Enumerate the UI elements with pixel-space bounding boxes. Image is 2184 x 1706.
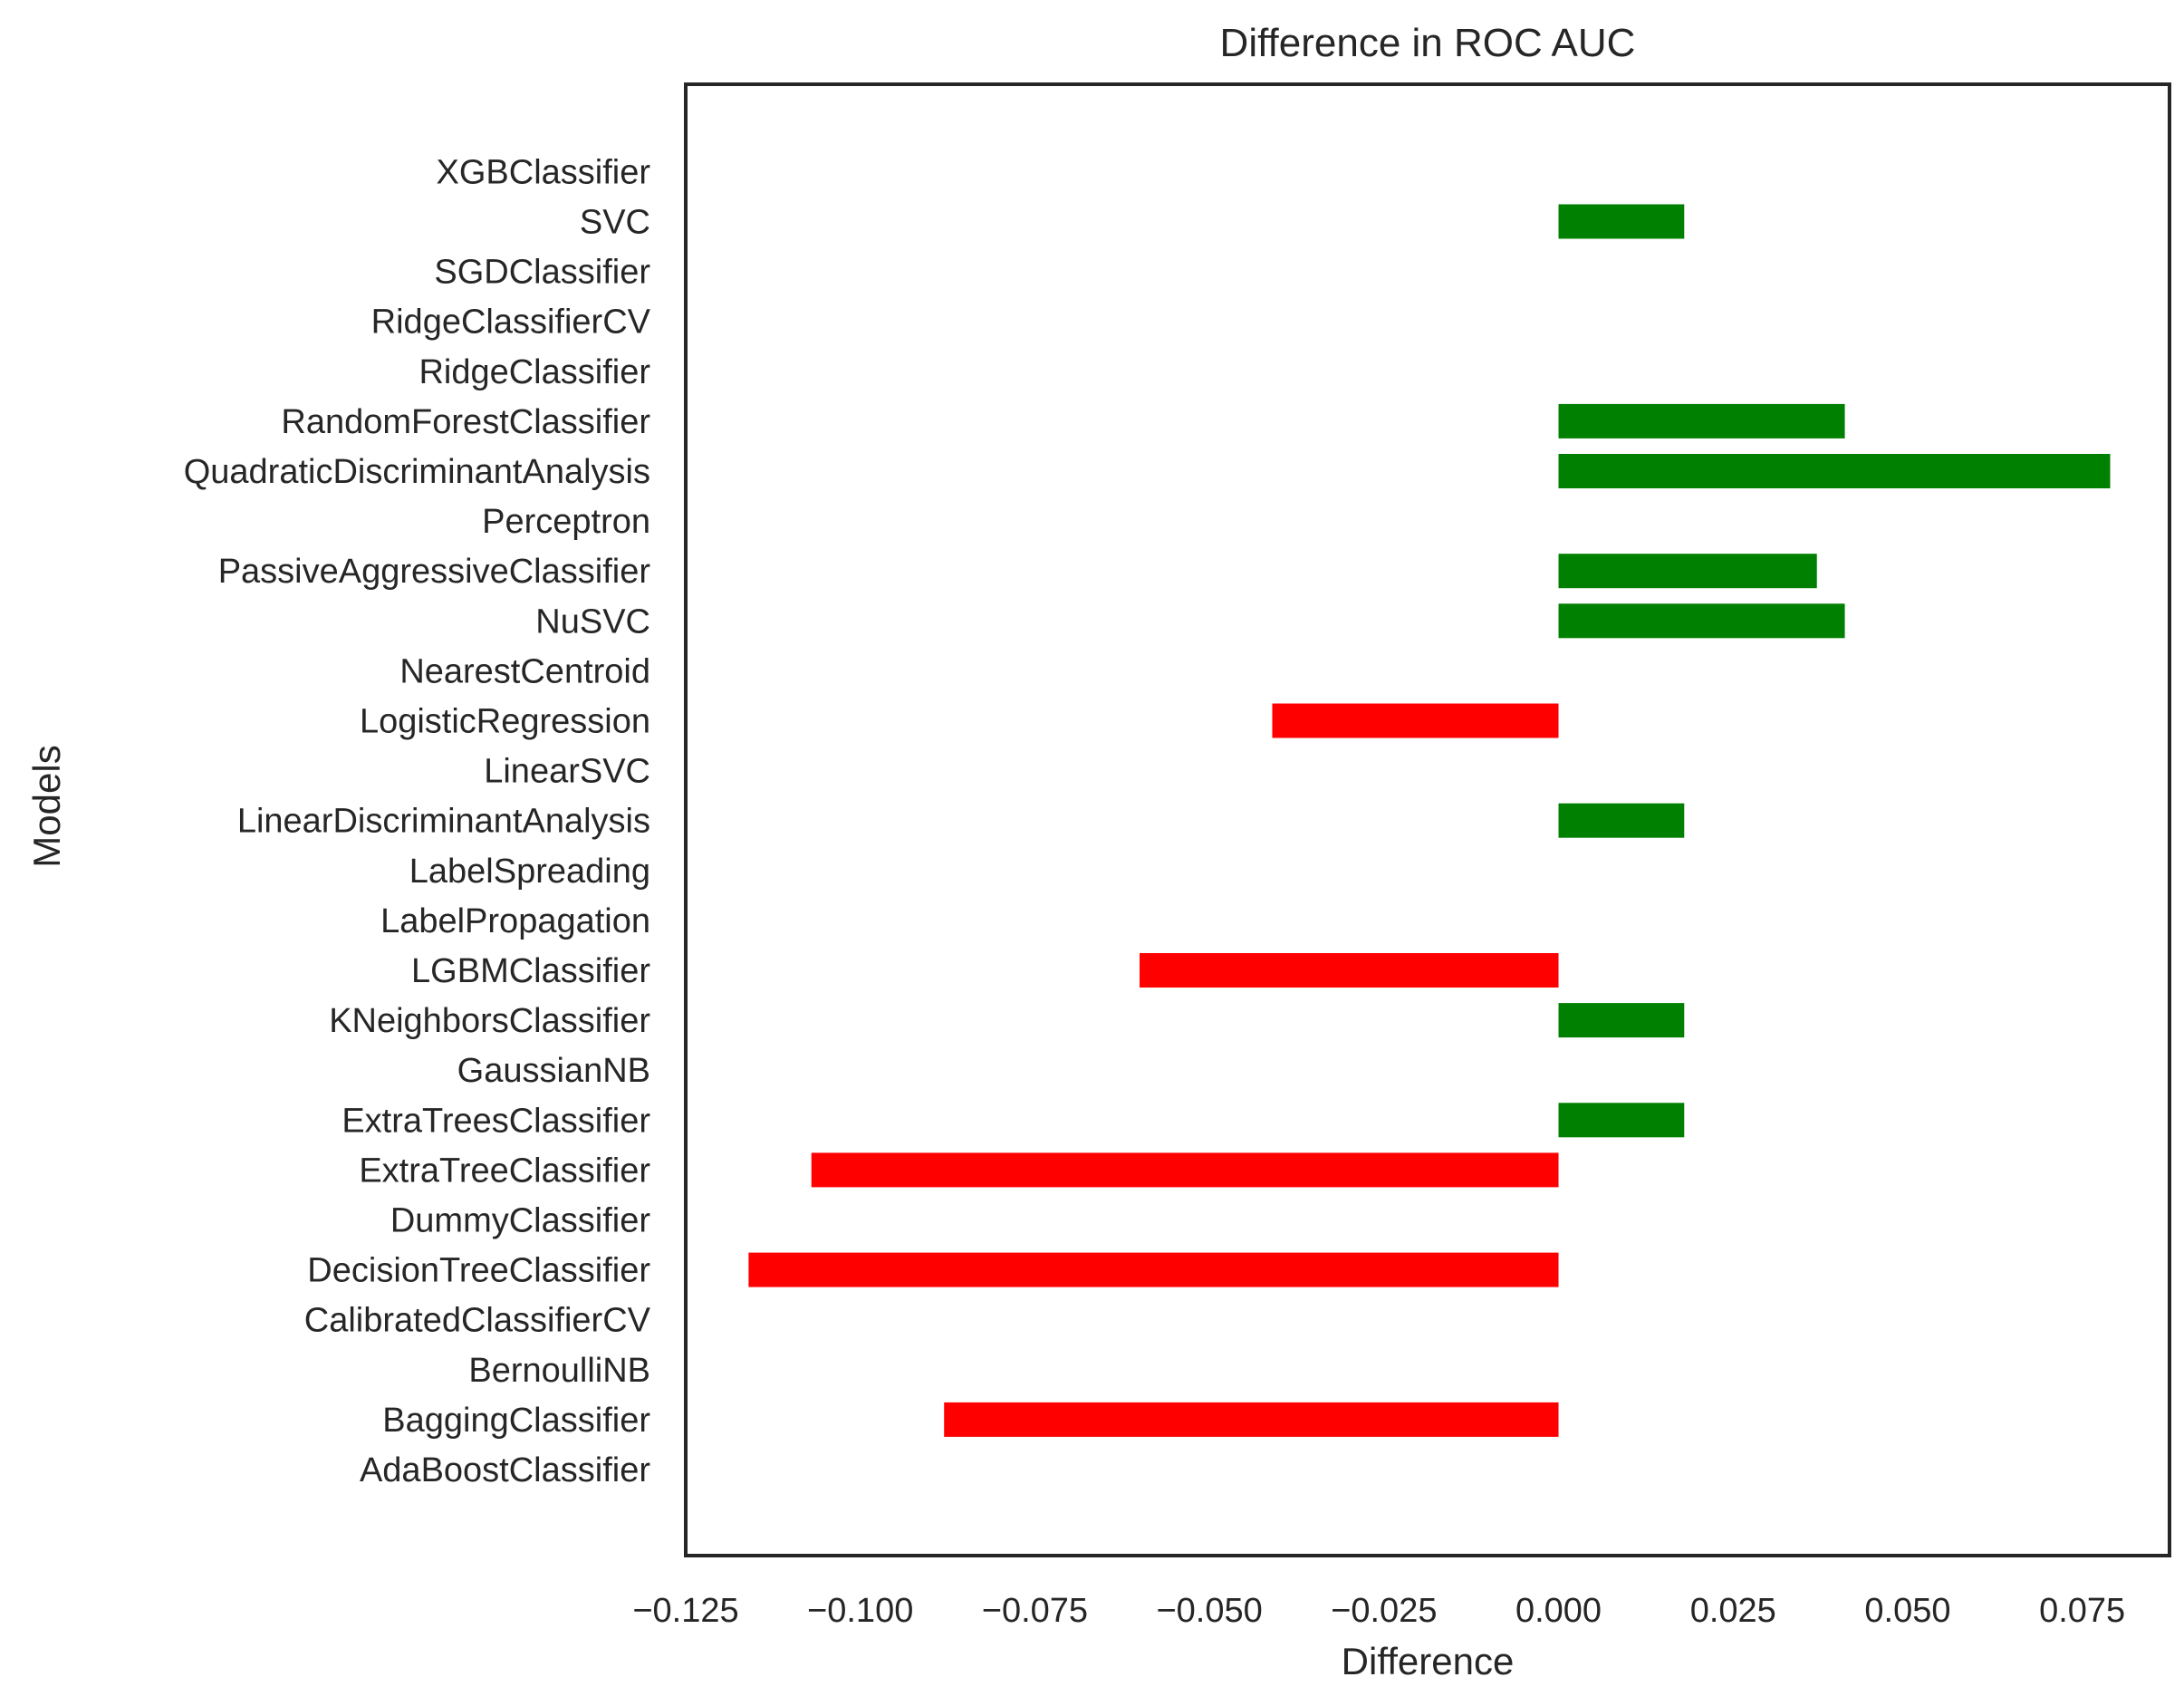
- plot-frame: [684, 82, 2171, 1557]
- y-tick-label: LogisticRegression: [360, 703, 650, 741]
- x-tick-label: 0.025: [1690, 1592, 1776, 1630]
- bar-BaggingClassifier: [944, 1402, 1559, 1437]
- bar-DecisionTreeClassifier: [748, 1252, 1559, 1287]
- bar-ExtraTreeClassifier: [811, 1152, 1559, 1188]
- y-tick-label: LabelSpreading: [409, 853, 650, 891]
- y-tick-label: LabelPropagation: [380, 902, 650, 940]
- y-tick-label: LinearDiscriminantAnalysis: [237, 803, 650, 841]
- y-tick-label: AdaBoostClassifier: [360, 1451, 650, 1489]
- y-tick-label: DummyClassifier: [390, 1202, 650, 1240]
- bar-RandomForestClassifier: [1558, 403, 1845, 439]
- x-tick-labels: −0.125 −0.100 −0.075 −0.050 −0.025 0.000 0.025…: [632, 1592, 2125, 1630]
- bar-ExtraTreesClassifier: [1558, 1103, 1685, 1138]
- y-tick-label: PassiveAggressiveClassifier: [218, 553, 651, 591]
- x-tick-label: −0.075: [982, 1592, 1088, 1630]
- y-tick-label: RidgeClassifier: [419, 353, 650, 391]
- x-tick-label: −0.100: [807, 1592, 913, 1630]
- bar-LGBMClassifier: [1140, 953, 1559, 988]
- y-tick-label: QuadraticDiscriminantAnalysis: [184, 453, 650, 491]
- bar-LinearDiscriminantAnalysis: [1558, 803, 1685, 838]
- y-tick-label: DecisionTreeClassifier: [307, 1252, 650, 1290]
- y-tick-label: XGBClassifier: [437, 153, 651, 191]
- y-tick-labels: AdaBoostClassifier BaggingClassifier Berno…: [184, 153, 651, 1489]
- x-tick-label: 0.050: [1864, 1592, 1950, 1630]
- y-tick-label: GaussianNB: [457, 1052, 650, 1090]
- y-tick-label: Perceptron: [482, 503, 650, 541]
- x-tick-label: 0.000: [1515, 1592, 1602, 1630]
- x-axis-label: Difference: [1342, 1640, 1515, 1682]
- bar-QuadraticDiscriminantAnalysis: [1558, 454, 2111, 488]
- y-tick-label: LGBMClassifier: [411, 952, 650, 990]
- y-tick-label: KNeighborsClassifier: [329, 1002, 650, 1040]
- y-axis-label: Models: [25, 745, 68, 867]
- y-tick-label: BaggingClassifier: [382, 1402, 650, 1440]
- x-tick-label: −0.025: [1331, 1592, 1437, 1630]
- bar-LogisticRegression: [1272, 703, 1559, 738]
- y-tick-label: LinearSVC: [484, 753, 650, 791]
- y-tick-label: SVC: [580, 204, 650, 242]
- bars-group: [748, 204, 2111, 1437]
- y-tick-label: NuSVC: [535, 602, 650, 641]
- x-tick-label: −0.125: [632, 1592, 738, 1630]
- bar-KNeighborsClassifier: [1558, 1003, 1685, 1038]
- x-tick-label: −0.050: [1156, 1592, 1262, 1630]
- bar-PassiveAggressiveClassifier: [1558, 554, 1817, 589]
- y-tick-label: NearestCentroid: [399, 652, 650, 690]
- y-tick-label: ExtraTreeClassifier: [359, 1152, 650, 1190]
- y-tick-label: RidgeClassifierCV: [371, 304, 651, 342]
- bar-SVC: [1558, 204, 1685, 239]
- y-tick-label: ExtraTreesClassifier: [342, 1102, 650, 1140]
- y-tick-label: RandomForestClassifier: [281, 403, 650, 441]
- bar-NuSVC: [1558, 603, 1845, 639]
- x-tick-label: 0.075: [2039, 1592, 2125, 1630]
- y-tick-label: SGDClassifier: [434, 254, 650, 292]
- chart-title: Difference in ROC AUC: [1220, 21, 1636, 65]
- y-tick-label: BernoulliNB: [468, 1352, 650, 1390]
- y-tick-label: CalibratedClassifierCV: [304, 1302, 651, 1340]
